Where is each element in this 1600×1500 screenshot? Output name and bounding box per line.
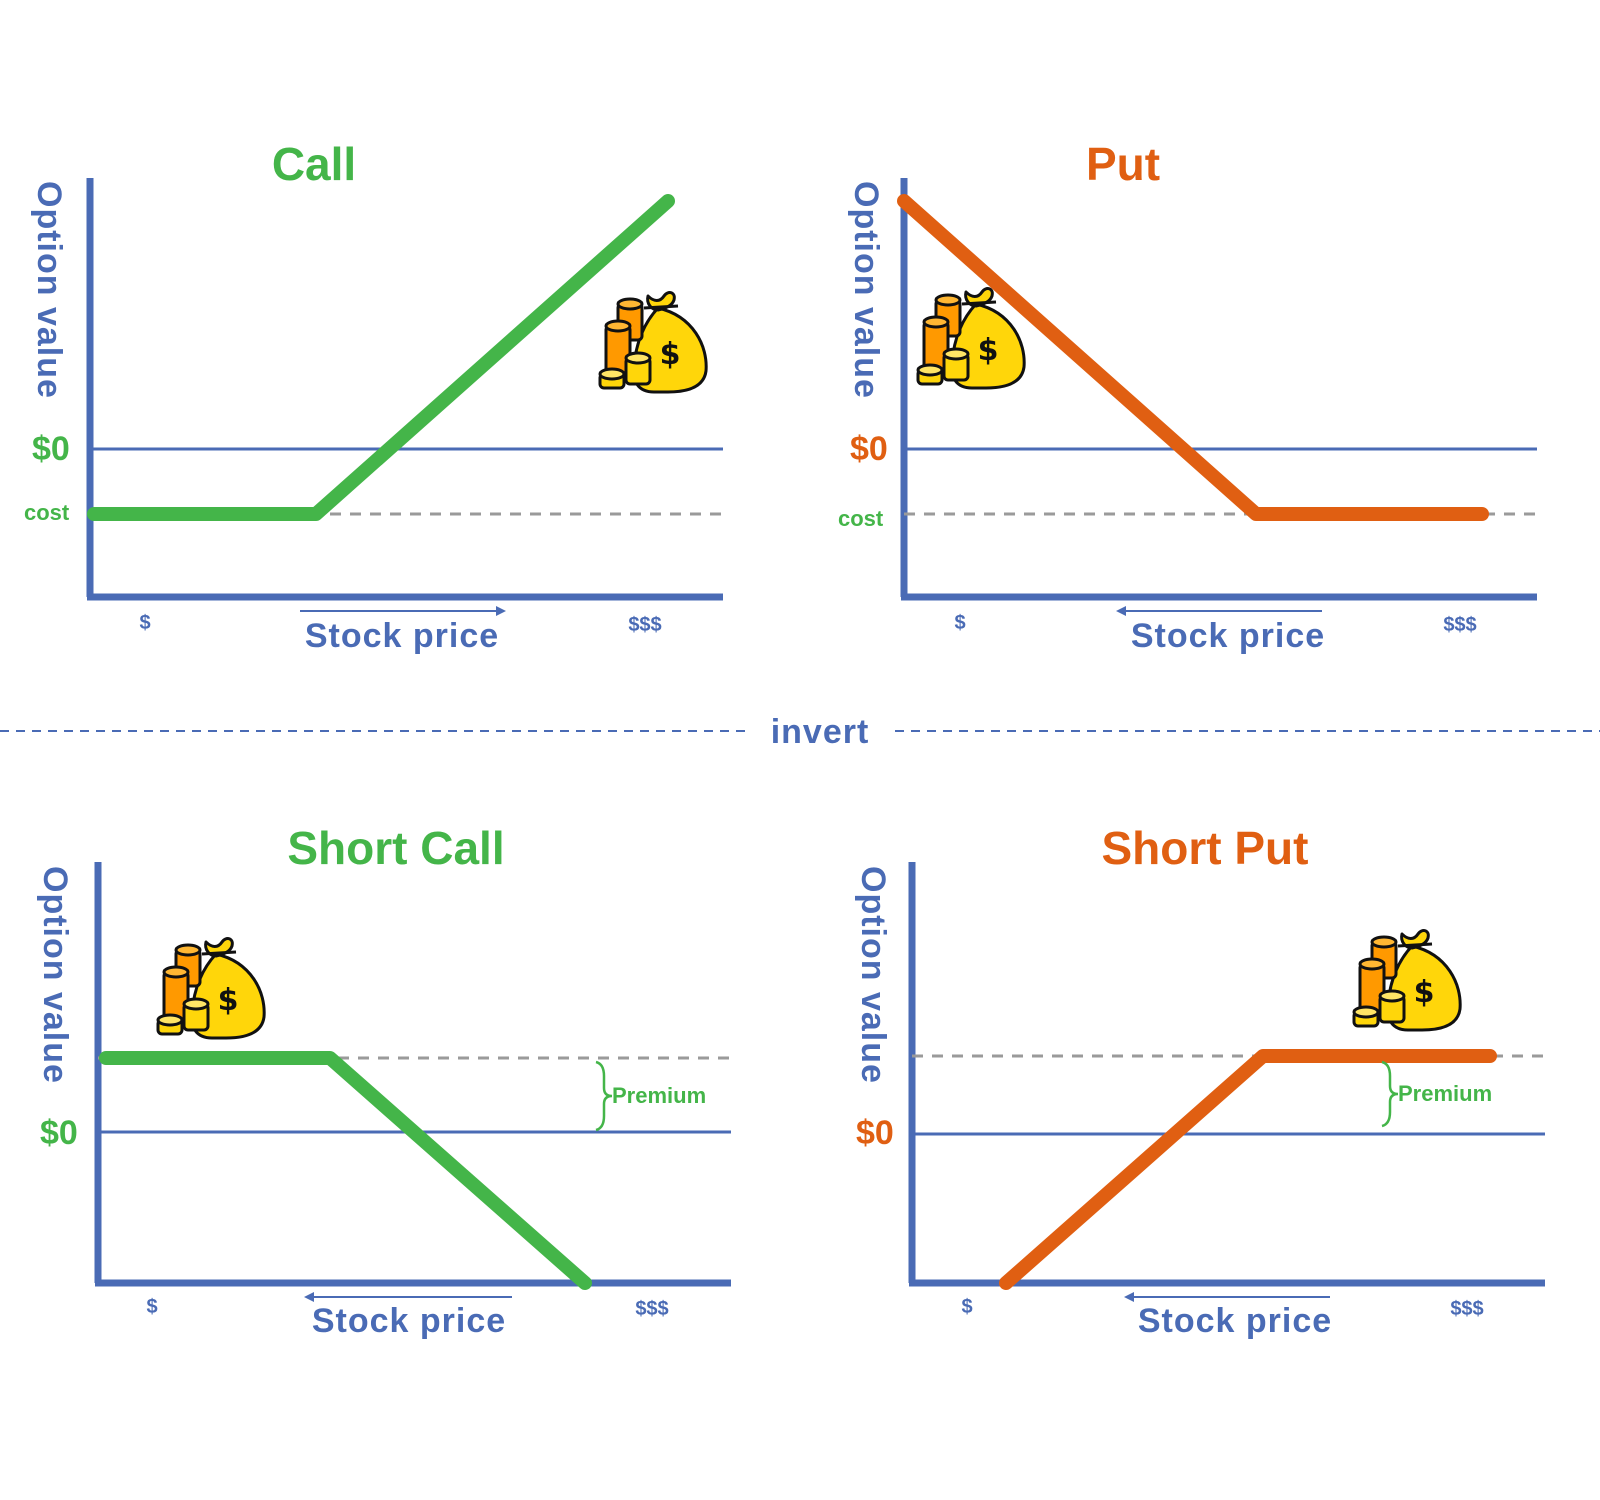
money-bag-coins-icon: [1352, 929, 1462, 1032]
panel-short-put: Short Put Option value $0 Premium Stock …: [854, 822, 1545, 1340]
payoff-line: [897, 194, 1489, 521]
panel-title: Put: [1086, 138, 1160, 190]
money-bag-coins-icon: [916, 287, 1026, 390]
payoff-line: [999, 1049, 1497, 1290]
y-axis-label: Option value: [36, 866, 74, 1084]
zero-label: $0: [40, 1114, 78, 1152]
tick-high: $$$: [635, 1298, 668, 1320]
premium-brace: [595, 1060, 613, 1132]
arrow-head: [304, 1292, 314, 1302]
arrow-head: [1116, 606, 1126, 616]
panel-short-call: Short Call Option value $0 Premium Stock…: [36, 822, 731, 1340]
money-bag-coins-icon: [598, 291, 708, 394]
payoff-line: [87, 194, 675, 521]
payoff-line: [99, 1051, 592, 1290]
premium-brace: [1381, 1060, 1399, 1128]
y-axis-label: Option value: [854, 866, 892, 1084]
premium-label: Premium: [1398, 1081, 1492, 1106]
tick-low: $: [139, 612, 150, 634]
zero-label: $0: [850, 430, 888, 468]
cost-label: cost: [24, 500, 70, 525]
tick-low: $: [954, 612, 965, 634]
zero-label: $0: [32, 430, 70, 468]
x-axis-label: Stock price: [305, 617, 499, 655]
panel-title: Short Call: [287, 822, 504, 874]
tick-high: $$$: [1450, 1298, 1483, 1320]
x-axis-label: Stock price: [312, 1302, 506, 1340]
y-axis-label: Option value: [30, 181, 68, 399]
divider-label: invert: [771, 713, 870, 751]
premium-label: Premium: [612, 1083, 706, 1108]
panel-put: Put Option value $0 cost Stock price $ $…: [838, 138, 1537, 655]
zero-label: $0: [856, 1114, 894, 1152]
cost-label: cost: [838, 506, 884, 531]
arrow-head: [496, 606, 506, 616]
panel-call: Call Option value $0 cost Stock price $ …: [24, 138, 723, 655]
panel-title: Short Put: [1102, 822, 1309, 874]
panel-title: Call: [272, 138, 356, 190]
tick-high: $$$: [628, 614, 661, 636]
y-axis-label: Option value: [847, 181, 885, 399]
arrow-head: [1124, 1292, 1134, 1302]
x-axis-label: Stock price: [1138, 1302, 1332, 1340]
tick-high: $$$: [1443, 614, 1476, 636]
invert-divider: invert: [0, 713, 1600, 751]
tick-low: $: [961, 1296, 972, 1318]
x-axis-label: Stock price: [1131, 617, 1325, 655]
tick-low: $: [146, 1296, 157, 1318]
money-bag-coins-icon: [156, 937, 266, 1040]
